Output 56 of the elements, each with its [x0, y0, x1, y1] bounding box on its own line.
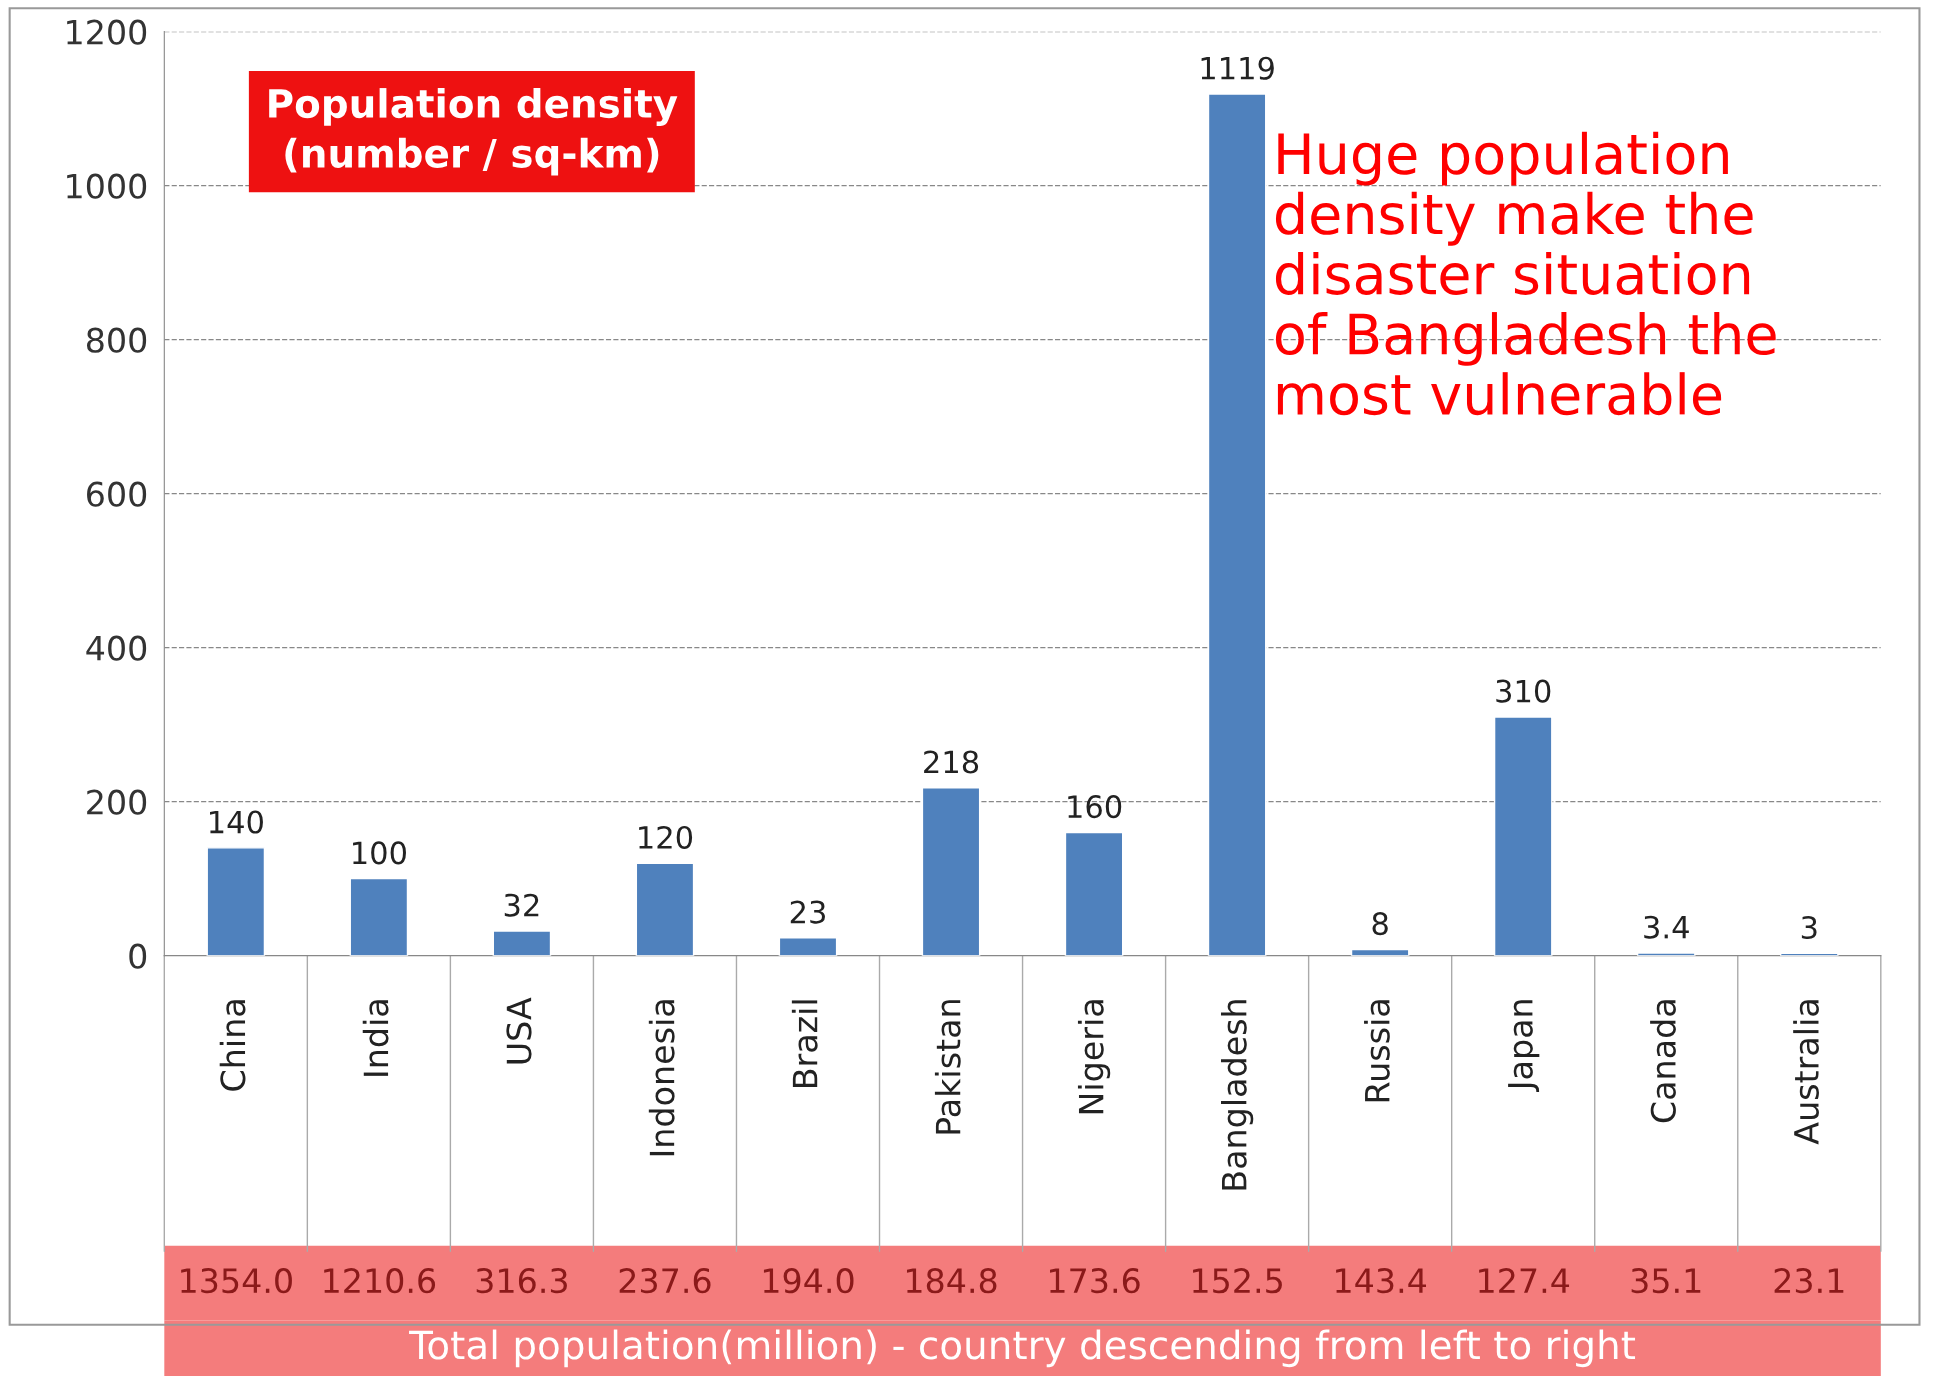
bar — [206, 847, 266, 956]
text: 194.0 — [763, 1268, 854, 1294]
bar — [921, 787, 981, 956]
data-label: 218 — [924, 750, 979, 774]
bar — [1493, 716, 1553, 956]
x-tick-label: Indonesia — [648, 1000, 675, 1156]
y-tick-label: 200 — [87, 789, 147, 815]
text: 316.3 — [476, 1268, 567, 1294]
text: 23.1 — [1774, 1268, 1844, 1294]
bar — [778, 937, 838, 956]
text: 152.5 — [1193, 1268, 1282, 1294]
x-tick-label: Canada — [1650, 1000, 1676, 1123]
data-label: 310 — [1496, 679, 1551, 703]
x-tick-label: Pakistan — [934, 1000, 961, 1134]
x-axis-title: Total population(million) - country descending from left to right — [409, 1329, 1636, 1368]
data-label: 32 — [504, 893, 539, 917]
x-tick-label: China — [219, 1000, 246, 1091]
data-label: 140 — [210, 810, 263, 834]
data-label: 3.4 — [1644, 915, 1689, 939]
y-tick-label: 800 — [86, 327, 147, 353]
x-tick-label: USA — [506, 997, 532, 1064]
text: 184.8 — [906, 1268, 997, 1294]
y-tick-label: 0 — [129, 943, 147, 969]
bar — [635, 862, 695, 956]
annotation: Huge population density make the disaster situation of Bangladesh the most vulnerable — [1275, 131, 1776, 416]
text: 35.1 — [1631, 1268, 1701, 1294]
text: 237.6 — [619, 1268, 711, 1294]
x-tick-label: India — [362, 1000, 389, 1076]
text: 1210.6 — [324, 1268, 436, 1294]
bar — [1064, 831, 1124, 956]
text: 173.6 — [1050, 1268, 1140, 1294]
data-label: 3 — [1801, 915, 1817, 940]
x-tick-label: Nigeria — [1077, 1000, 1111, 1114]
text: Population density (number / sq-km) — [269, 88, 678, 176]
data-label: 8 — [1372, 912, 1388, 936]
bar — [349, 877, 409, 956]
x-tick-label: Russia — [1364, 1000, 1390, 1102]
data-label: 160 — [1068, 795, 1122, 819]
x-tick-label: Brazil — [791, 1000, 818, 1088]
y-tick-label: 1000 — [67, 173, 147, 199]
y-tick-label: 600 — [87, 481, 147, 507]
text: 1354.0 — [181, 1268, 292, 1294]
x-tick-label: Bangladesh — [1220, 1000, 1254, 1190]
y-tick-label: 400 — [86, 635, 147, 661]
data-label: 100 — [353, 841, 406, 865]
y-tick-label: 1200 — [67, 19, 147, 45]
data-label: 1119 — [1201, 56, 1274, 80]
data-label: 23 — [790, 900, 825, 924]
bar — [1207, 93, 1267, 956]
x-tick-label: Australia — [1793, 1000, 1819, 1145]
bar — [1636, 952, 1696, 956]
x-tick-label: Japan — [1508, 1000, 1540, 1092]
text: 143.4 — [1336, 1268, 1427, 1294]
data-label: 120 — [639, 825, 693, 849]
bar — [492, 930, 552, 956]
text: 127.4 — [1479, 1268, 1570, 1293]
